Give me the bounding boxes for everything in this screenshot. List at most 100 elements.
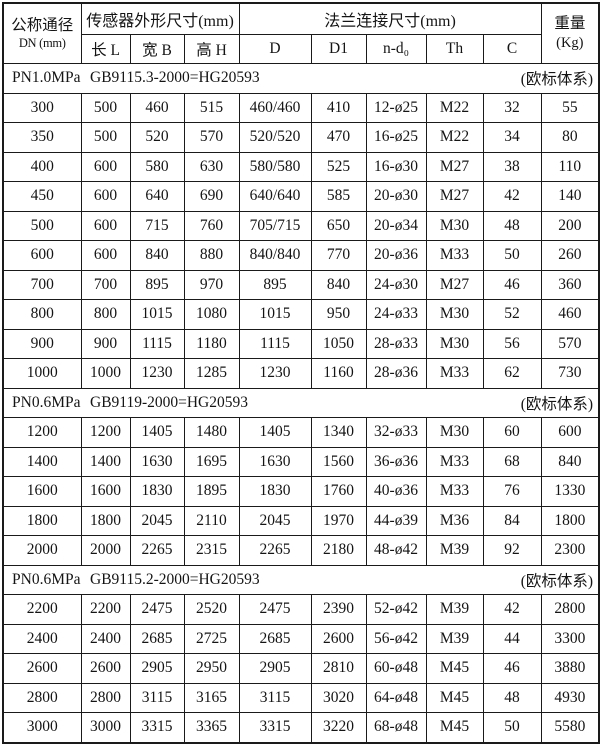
col-header-width: 宽 B xyxy=(129,34,185,64)
table-cell: 840 xyxy=(310,269,367,300)
data-row: 2600 2600 2905 2950 2905 2810 60-ø48 M45 46 3880 xyxy=(2,653,600,684)
table-cell: 1160 xyxy=(310,358,367,389)
table-cell: 895 xyxy=(238,269,312,300)
table-cell: 1115 xyxy=(129,328,185,359)
table-cell: 410 xyxy=(310,92,367,123)
data-row: 400 600 580 630 580/580 525 16-ø30 M27 38 110 xyxy=(2,151,600,182)
data-row: 1000 1000 1230 1285 1230 1160 28-ø36 M33 62 730 xyxy=(2,358,600,389)
table-cell: 64-ø48 xyxy=(365,682,427,713)
table-cell: 3880 xyxy=(540,653,600,684)
table-cell: 2800 xyxy=(80,682,131,713)
table-cell: 360 xyxy=(540,269,600,300)
table-cell: 32-ø33 xyxy=(365,417,427,448)
table-cell: 520 xyxy=(129,122,185,153)
table-cell: 3165 xyxy=(183,682,240,713)
table-cell: 2475 xyxy=(238,594,312,625)
table-cell: 2315 xyxy=(183,535,240,566)
data-row: 2200 2200 2475 2520 2475 2390 52-ø42 M39 42 2800 xyxy=(2,594,600,625)
data-row: 800 800 1015 1080 1015 950 24-ø33 M30 52 460 xyxy=(2,299,600,330)
table-cell: 700 xyxy=(80,269,131,300)
table-cell: M33 xyxy=(425,446,484,477)
table-cell: 840 xyxy=(129,240,185,271)
table-cell: 1000 xyxy=(80,358,131,389)
table-cell: 60-ø48 xyxy=(365,653,427,684)
data-row: 450 600 640 690 640/640 585 20-ø30 M27 42 140 xyxy=(2,181,600,212)
table-cell: 2685 xyxy=(129,623,185,654)
col-group-flange-dimensions: 法兰连接尺寸(mm) xyxy=(238,2,542,35)
table-cell: 2520 xyxy=(183,594,240,625)
table-cell: 1630 xyxy=(129,446,185,477)
col-header-th: Th xyxy=(425,34,484,64)
table-cell: 1230 xyxy=(129,358,185,389)
table-cell: M39 xyxy=(425,594,484,625)
table-cell: M45 xyxy=(425,653,484,684)
table-cell: 2685 xyxy=(238,623,312,654)
table-cell: 56-ø42 xyxy=(365,623,427,654)
table-cell: 460 xyxy=(540,299,600,330)
nominal-diameter-label: 公称通径 xyxy=(11,16,74,34)
section-header-cell: PN0.6MPa GB9119-2000=HG20593 (欧标体系) xyxy=(2,387,600,418)
table-cell: 3365 xyxy=(183,712,240,743)
table-cell: 46 xyxy=(482,269,542,300)
table-cell: 42 xyxy=(482,181,542,212)
table-cell: 48 xyxy=(482,682,542,713)
table-cell: 38 xyxy=(482,151,542,182)
table-cell: 55 xyxy=(540,92,600,123)
table-cell: 1800 xyxy=(80,505,131,536)
table-cell: 52-ø42 xyxy=(365,594,427,625)
table-cell: 46 xyxy=(482,653,542,684)
table-cell: 20-ø34 xyxy=(365,210,427,241)
table-cell: 715 xyxy=(129,210,185,241)
table-cell: 900 xyxy=(80,328,131,359)
table-cell: 48 xyxy=(482,210,542,241)
table-cell: 840 xyxy=(540,446,600,477)
data-row: 900 900 1115 1180 1115 1050 28-ø33 M30 56 570 xyxy=(2,328,600,359)
table-cell: 2475 xyxy=(129,594,185,625)
table-cell: 1230 xyxy=(238,358,312,389)
table-cell: 705/715 xyxy=(238,210,312,241)
table-cell: 1800 xyxy=(540,505,600,536)
table-cell: 2200 xyxy=(2,594,82,625)
table-cell: 2905 xyxy=(129,653,185,684)
table-cell: 48-ø42 xyxy=(365,535,427,566)
table-cell: 2265 xyxy=(238,535,312,566)
table-cell: 585 xyxy=(310,181,367,212)
table-cell: 2600 xyxy=(80,653,131,684)
table-cell: 1830 xyxy=(129,476,185,507)
table-cell: M30 xyxy=(425,210,484,241)
table-cell: 1000 xyxy=(2,358,82,389)
col-header-d: D xyxy=(238,34,312,64)
table-cell: 630 xyxy=(183,151,240,182)
table-cell: 690 xyxy=(183,181,240,212)
col-header-length: 长 L xyxy=(80,34,131,64)
table-cell: 840/840 xyxy=(238,240,312,271)
table-cell: 2810 xyxy=(310,653,367,684)
data-row: 1600 1600 1830 1895 1830 1760 40-ø36 M33 76 1330 xyxy=(2,476,600,507)
section-header-row: PN1.0MPa GB9115.3-2000=HG20593 (欧标体系) xyxy=(2,63,600,94)
data-row: 300 500 460 515 460/460 410 12-ø25 M22 32 55 xyxy=(2,92,600,123)
data-row: 500 600 715 760 705/715 650 20-ø34 M30 48 200 xyxy=(2,210,600,241)
table-cell: 5580 xyxy=(540,712,600,743)
table-body: PN1.0MPa GB9115.3-2000=HG20593 (欧标体系) 300 50… xyxy=(2,63,600,743)
table-cell: 300 xyxy=(2,92,82,123)
table-cell: 62 xyxy=(482,358,542,389)
table-cell: 1405 xyxy=(129,417,185,448)
table-cell: 600 xyxy=(80,240,131,271)
table-cell: M33 xyxy=(425,240,484,271)
dimension-spec-table: 公称通径 DN (mm) 传感器外形尺寸(mm) 法兰连接尺寸(mm) 重量 (… xyxy=(2,2,600,744)
table-cell: 770 xyxy=(310,240,367,271)
table-cell: 970 xyxy=(183,269,240,300)
table-cell: 1400 xyxy=(80,446,131,477)
weight-unit: (Kg) xyxy=(556,35,584,52)
table-cell: 32 xyxy=(482,92,542,123)
table-cell: 2400 xyxy=(2,623,82,654)
table-cell: 450 xyxy=(2,181,82,212)
table-cell: M27 xyxy=(425,151,484,182)
table-cell: 68-ø48 xyxy=(365,712,427,743)
data-row: 1400 1400 1630 1695 1630 1560 36-ø36 M33 68 840 xyxy=(2,446,600,477)
table-cell: 42 xyxy=(482,594,542,625)
table-cell: 600 xyxy=(2,240,82,271)
table-cell: 1330 xyxy=(540,476,600,507)
table-cell: 260 xyxy=(540,240,600,271)
